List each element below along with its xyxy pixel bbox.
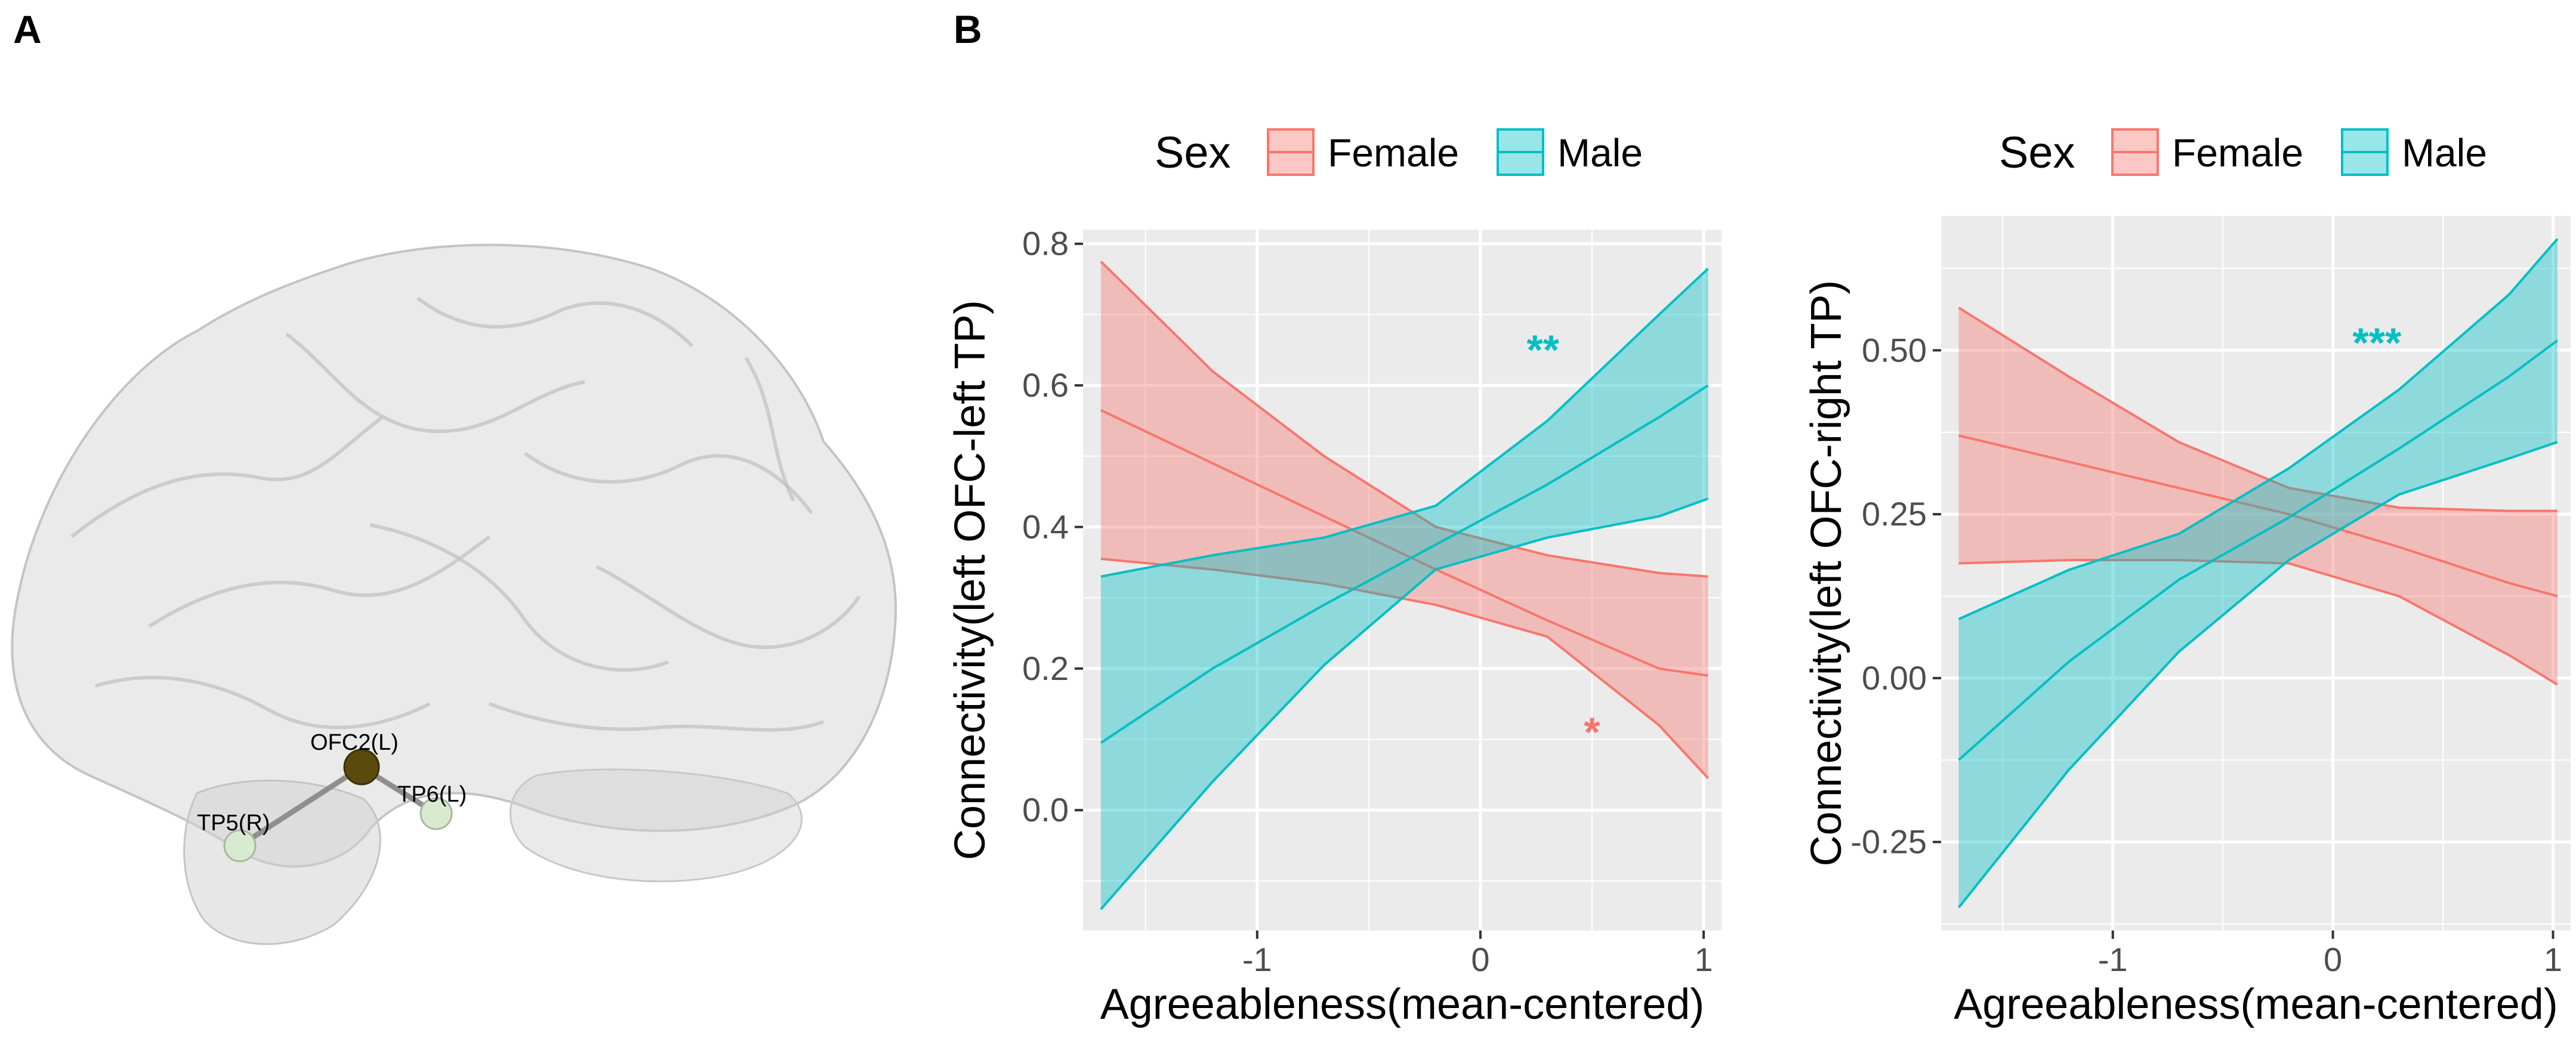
legend-title: Sex — [1155, 128, 1231, 177]
plot-left-tp: ***-1 0 10.00.20.40.60.8Agreeableness(mean… — [946, 128, 1722, 1028]
plot-panel-background — [1083, 230, 1722, 930]
x-tick-label: 1 — [2544, 941, 2562, 978]
significance-marker: *** — [2353, 319, 2402, 366]
confidence-band-female — [1100, 261, 1708, 778]
fit-line-male — [1100, 384, 1709, 744]
node-label-ofc2: OFC2(L) — [310, 730, 399, 755]
panel-letter-b: B — [954, 7, 982, 51]
legend-label-male: Male — [1557, 131, 1643, 175]
node-tp5 — [223, 829, 257, 862]
confidence-band-male — [1958, 239, 2558, 908]
brain-temporal-lobe — [183, 780, 381, 945]
x-tick-label: -1 — [1242, 941, 1272, 978]
y-tick-label: 0.0 — [1022, 791, 1069, 828]
y-tick-label: 0.25 — [1862, 495, 1927, 533]
confidence-band-male — [1100, 268, 1708, 910]
y-tick-label: 0.50 — [1862, 331, 1927, 369]
x-tick-label: 1 — [1694, 941, 1713, 978]
y-tick-label: 0.2 — [1022, 650, 1069, 687]
y-tick-label: 0.4 — [1022, 508, 1069, 545]
fit-line-female — [1958, 434, 2558, 598]
gyrus-line — [95, 675, 431, 729]
plot-right-tp: *** -1 0 1 -0.25 0.00 0.25 0.50 Agreeableness(me… — [1803, 128, 2571, 1028]
legend-label-male: Male — [2402, 131, 2487, 175]
gyrus-line — [148, 535, 490, 628]
x-tick-label: -1 — [2098, 941, 2128, 978]
x-tick-label: 0 — [2324, 941, 2342, 978]
y-tick-label: 0.6 — [1022, 366, 1069, 404]
node-label-tp6: TP6(L) — [397, 782, 467, 807]
y-axis-title: Connectivity(left OFC-left TP) — [946, 300, 994, 860]
band-edge-lower-male — [1100, 497, 1709, 910]
x-axis-title: Agreeableness(mean-centered) — [1954, 981, 2558, 1028]
gyrus-line — [488, 702, 825, 732]
band-edge-lower-female — [1958, 559, 2558, 686]
y-tick-label: -0.25 — [1850, 823, 1927, 861]
band-edge-upper-male — [1100, 267, 1709, 578]
y-tick-label: 0.8 — [1022, 225, 1069, 262]
gyrus-line — [596, 565, 861, 650]
y-axis-title: Connectivity(left OFC-right TP) — [1803, 280, 1850, 867]
band-edge-upper-female — [1958, 307, 2558, 512]
brain-cerebellum — [509, 768, 803, 883]
brain-gyri — [70, 296, 861, 732]
edge-ofc2-tp5 — [237, 764, 365, 849]
legend-label-female: Female — [1328, 131, 1459, 175]
band-edge-upper-female — [1100, 260, 1708, 578]
panel-letter-a: A — [13, 7, 42, 51]
node-tp6 — [419, 797, 453, 830]
gyrus-line — [744, 357, 795, 502]
legend-title: Sex — [1999, 128, 2075, 177]
band-edge-lower-female — [1100, 557, 1710, 780]
gyrus-line — [285, 332, 585, 434]
gyrus-line — [524, 452, 813, 514]
gyrus-line — [70, 416, 383, 539]
significance-marker: * — [1584, 709, 1600, 755]
brain-render: OFC2(L) TP6(L) TP5(R) — [11, 243, 897, 945]
y-tick-label: 0.00 — [1862, 659, 1927, 697]
band-edge-lower-male — [1957, 441, 2558, 908]
legend: Sex Female Male — [1999, 128, 2487, 177]
gyrus-line — [369, 523, 670, 672]
plot-panel-background — [1941, 216, 2571, 930]
legend-label-female: Female — [2172, 131, 2303, 175]
significance-marker: ** — [1526, 327, 1559, 373]
gyrus-line — [417, 296, 694, 348]
fit-line-male — [1958, 339, 2559, 761]
band-edge-upper-male — [1958, 238, 2559, 620]
node-label-tp5: TP5(R) — [197, 811, 270, 836]
node-ofc2 — [343, 749, 380, 786]
confidence-band-female — [1958, 307, 2558, 685]
legend: Sex Female Male — [1155, 128, 1643, 177]
x-axis-title: Agreeableness(mean-centered) — [1100, 981, 1705, 1028]
x-tick-label: 0 — [1471, 941, 1489, 978]
